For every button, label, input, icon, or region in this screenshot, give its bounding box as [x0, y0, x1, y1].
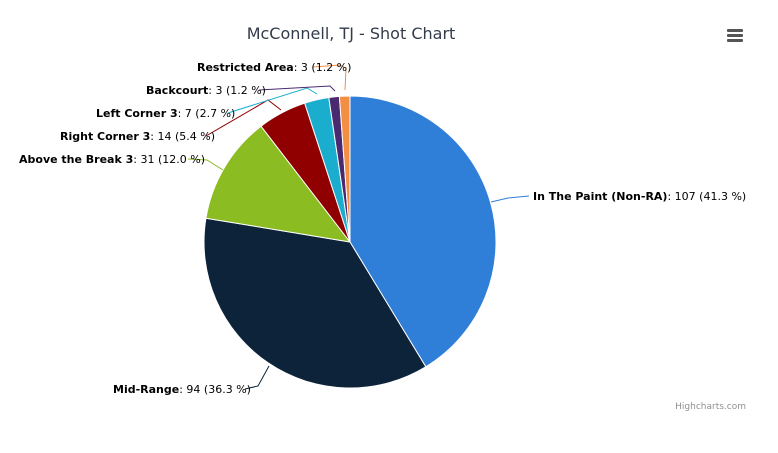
credits-link[interactable]: Highcharts.com [675, 402, 746, 412]
data-label-name: Mid-Range [113, 383, 179, 396]
pie-slice-in-the-paint-non-ra[interactable] [349, 95, 497, 368]
data-label-name: Backcourt [146, 84, 208, 97]
chart-title: McConnell, TJ - Shot Chart [247, 24, 456, 43]
label-connector [227, 87, 318, 114]
data-label-value: : 107 (41.3 %) [667, 190, 746, 203]
label-connector [312, 64, 347, 91]
data-label-name: Right Corner 3 [60, 130, 150, 143]
pie-slices [203, 95, 497, 389]
data-labels: In The Paint (Non-RA): 107 (41.3 %) Mid-R… [19, 61, 746, 396]
data-label-value: : 3 (1.2 %) [294, 61, 352, 74]
data-label-value: : 14 (5.4 %) [150, 130, 215, 143]
label-connector [187, 158, 224, 171]
data-label-name: In The Paint (Non-RA) [533, 190, 667, 203]
data-label: In The Paint (Non-RA): 107 (41.3 %) [533, 190, 746, 203]
data-label-name: Above the Break 3 [19, 153, 133, 166]
pie-slice-mid-range[interactable] [203, 217, 427, 389]
pie-slice-restricted-area[interactable] [338, 95, 351, 243]
data-label: Backcourt: 3 (1.2 %) [146, 84, 266, 97]
pie-slice-above-the-break-3[interactable] [205, 125, 351, 243]
data-label: Mid-Range: 94 (36.3 %) [113, 383, 251, 396]
data-label: Left Corner 3: 7 (2.7 %) [96, 107, 235, 120]
label-connector [490, 195, 530, 203]
label-connectors [187, 64, 530, 390]
data-label-value: : 7 (2.7 %) [178, 107, 236, 120]
data-label: Restricted Area: 3 (1.2 %) [197, 61, 351, 74]
label-connector [258, 85, 336, 92]
hamburger-menu-icon[interactable] [727, 29, 743, 42]
data-label-value: : 94 (36.3 %) [179, 383, 251, 396]
data-label: Right Corner 3: 14 (5.4 %) [60, 130, 215, 143]
data-label-value: : 31 (12.0 %) [133, 153, 205, 166]
data-label-name: Restricted Area [197, 61, 294, 74]
data-label-name: Left Corner 3 [96, 107, 178, 120]
label-connector [244, 365, 270, 390]
data-label: Above the Break 3: 31 (12.0 %) [19, 153, 205, 166]
data-label-value: : 3 (1.2 %) [208, 84, 266, 97]
